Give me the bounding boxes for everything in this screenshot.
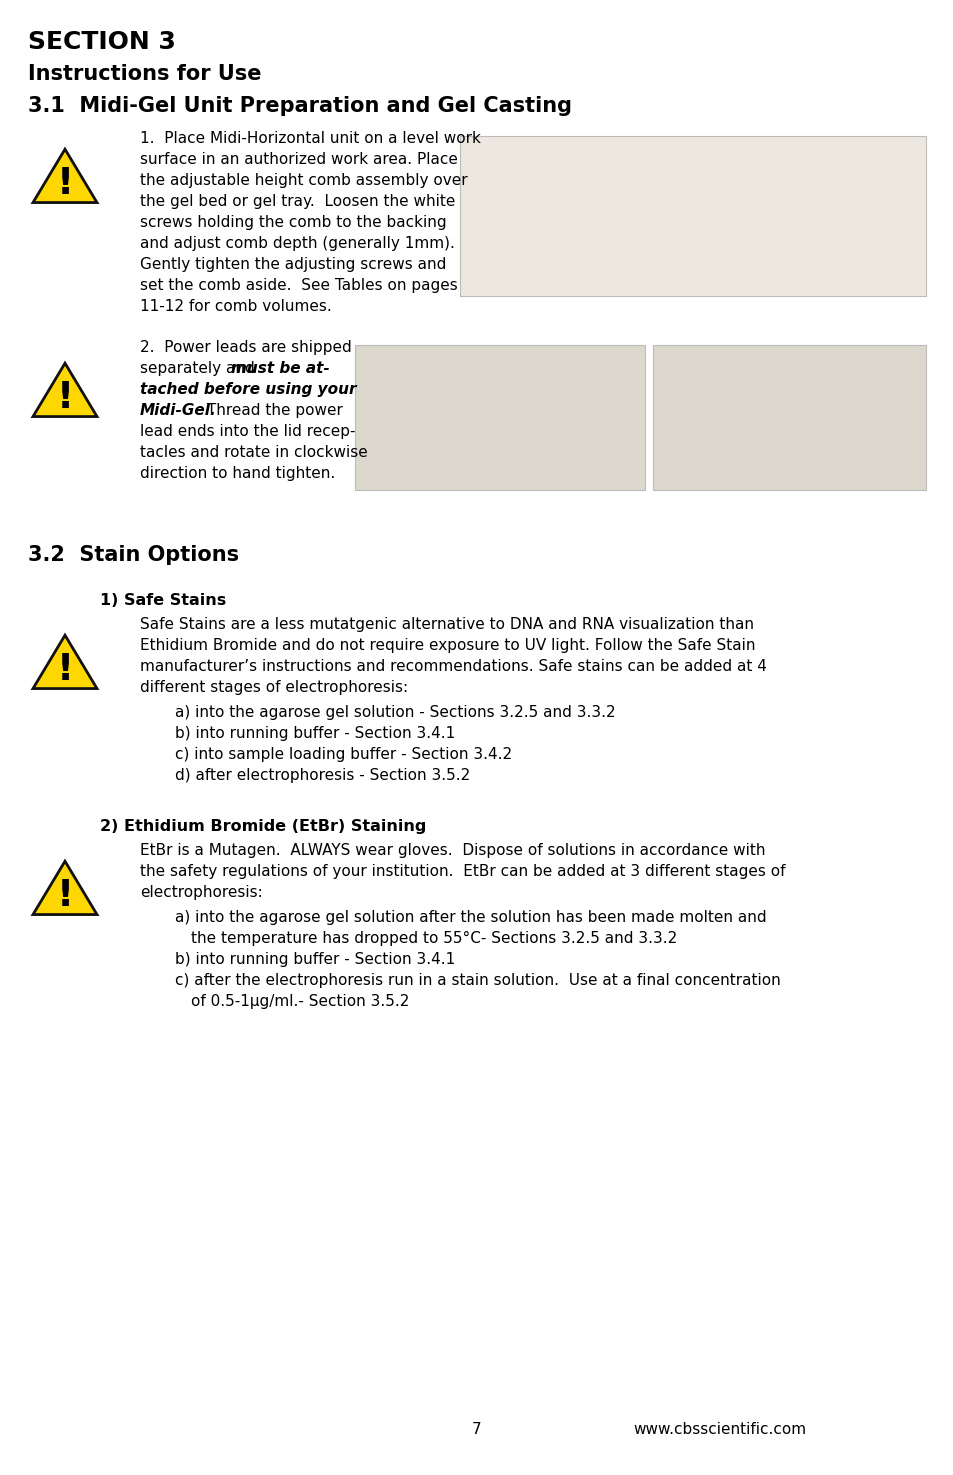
FancyBboxPatch shape [652,345,925,490]
Text: c) after the electrophoresis run in a stain solution.  Use at a final concentrat: c) after the electrophoresis run in a st… [174,974,780,988]
Text: set the comb aside.  See Tables on pages: set the comb aside. See Tables on pages [140,277,457,294]
Text: the safety regulations of your institution.  EtBr can be added at 3 different st: the safety regulations of your instituti… [140,864,784,879]
Text: 2.  Power leads are shipped: 2. Power leads are shipped [140,341,352,355]
Text: tached before using your: tached before using your [140,382,356,397]
Text: and adjust comb depth (generally 1mm).: and adjust comb depth (generally 1mm). [140,236,455,251]
Text: c) into sample loading buffer - Section 3.4.2: c) into sample loading buffer - Section … [174,746,512,763]
Text: b) into running buffer - Section 3.4.1: b) into running buffer - Section 3.4.1 [174,726,455,740]
Text: SECTION 3: SECTION 3 [28,30,175,55]
Text: Midi-Gel.: Midi-Gel. [140,403,216,417]
Polygon shape [33,149,97,202]
Text: EtBr is a Mutagen.  ALWAYS wear gloves.  Dispose of solutions in accordance with: EtBr is a Mutagen. ALWAYS wear gloves. D… [140,844,764,858]
Text: Ethidium Bromide and do not require exposure to UV light. Follow the Safe Stain: Ethidium Bromide and do not require expo… [140,639,755,653]
Text: the gel bed or gel tray.  Loosen the white: the gel bed or gel tray. Loosen the whit… [140,195,455,209]
Text: separately and: separately and [140,361,259,376]
Polygon shape [33,861,97,914]
Text: d) after electrophoresis - Section 3.5.2: d) after electrophoresis - Section 3.5.2 [174,768,470,783]
Text: Thread the power: Thread the power [202,403,342,417]
Text: manufacturer’s instructions and recommendations. Safe stains can be added at 4: manufacturer’s instructions and recommen… [140,659,766,674]
Text: 3.1  Midi-Gel Unit Preparation and Gel Casting: 3.1 Midi-Gel Unit Preparation and Gel Ca… [28,96,572,117]
Text: www.cbsscientific.com: www.cbsscientific.com [633,1422,805,1437]
Text: tacles and rotate in clockwise: tacles and rotate in clockwise [140,445,367,460]
Text: the adjustable height comb assembly over: the adjustable height comb assembly over [140,173,467,187]
Text: electrophoresis:: electrophoresis: [140,885,262,900]
FancyBboxPatch shape [355,345,644,490]
Text: 2) Ethidium Bromide (EtBr) Staining: 2) Ethidium Bromide (EtBr) Staining [100,819,426,833]
Text: a) into the agarose gel solution - Sections 3.2.5 and 3.3.2: a) into the agarose gel solution - Secti… [174,705,615,720]
Polygon shape [33,363,97,416]
Text: the temperature has dropped to 55°C- Sections 3.2.5 and 3.3.2: the temperature has dropped to 55°C- Sec… [191,931,677,945]
Text: !: ! [56,652,73,689]
Text: Safe Stains are a less mutatgenic alternative to DNA and RNA visualization than: Safe Stains are a less mutatgenic altern… [140,617,753,631]
Text: !: ! [56,878,73,914]
Text: Gently tighten the adjusting screws and: Gently tighten the adjusting screws and [140,257,446,271]
Text: of 0.5-1µg/ml.- Section 3.5.2: of 0.5-1µg/ml.- Section 3.5.2 [191,994,409,1009]
Text: Instructions for Use: Instructions for Use [28,63,261,84]
Text: direction to hand tighten.: direction to hand tighten. [140,466,335,481]
FancyBboxPatch shape [459,136,925,296]
Text: lead ends into the lid recep-: lead ends into the lid recep- [140,423,355,440]
Text: 7: 7 [472,1422,481,1437]
Text: b) into running buffer - Section 3.4.1: b) into running buffer - Section 3.4.1 [174,951,455,968]
Text: a) into the agarose gel solution after the solution has been made molten and: a) into the agarose gel solution after t… [174,910,766,925]
Text: different stages of electrophoresis:: different stages of electrophoresis: [140,680,408,695]
Text: 11-12 for comb volumes.: 11-12 for comb volumes. [140,299,332,314]
Text: 1) Safe Stains: 1) Safe Stains [100,593,226,608]
Text: 3.2  Stain Options: 3.2 Stain Options [28,544,239,565]
Text: 1.  Place Midi-Horizontal unit on a level work: 1. Place Midi-Horizontal unit on a level… [140,131,480,146]
Text: !: ! [56,381,73,416]
Text: screws holding the comb to the backing: screws holding the comb to the backing [140,215,446,230]
Polygon shape [33,636,97,689]
Text: surface in an authorized work area. Place: surface in an authorized work area. Plac… [140,152,457,167]
Text: !: ! [56,167,73,202]
Text: must be at-: must be at- [231,361,330,376]
